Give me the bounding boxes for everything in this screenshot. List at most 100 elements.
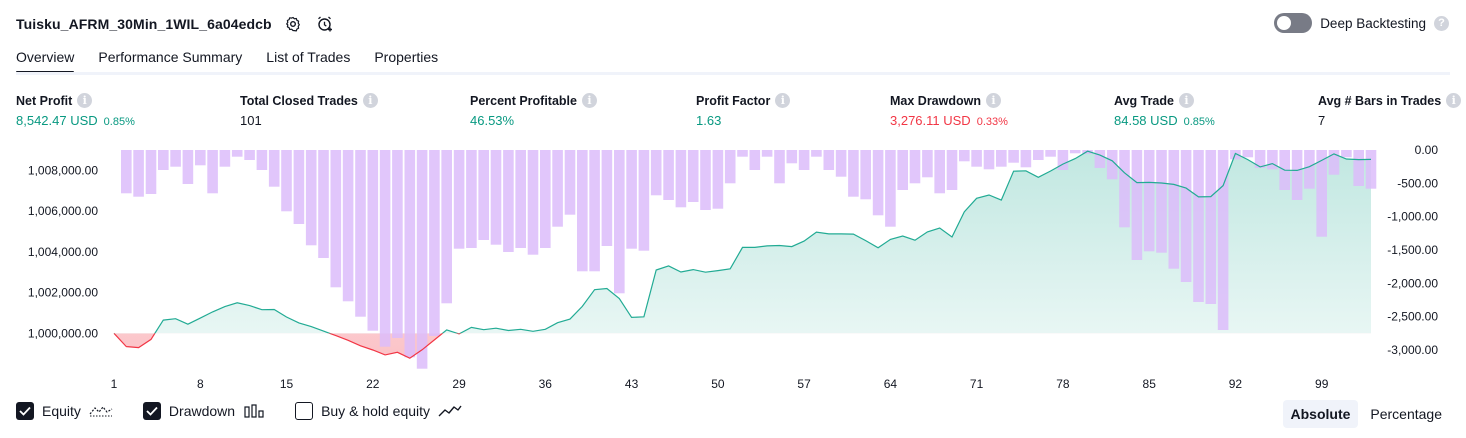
info-icon[interactable]: i (775, 93, 791, 108)
tab-properties[interactable]: Properties (374, 49, 439, 65)
info-icon[interactable]: i (1178, 93, 1194, 108)
deep-backtesting-toggle[interactable] (1274, 13, 1313, 33)
drawdown-bar (996, 150, 1007, 167)
metric-value: 101 (240, 113, 378, 128)
drawdown-bar (355, 150, 366, 317)
metric-value-text: 84.58 USD (1114, 113, 1178, 128)
drawdown-bar (1094, 150, 1106, 168)
drawdown-bar (293, 150, 305, 224)
drawdown-bar (466, 150, 477, 248)
drawdown-bar (318, 150, 329, 258)
drawdown-bar (983, 150, 995, 170)
drawdown-bar (897, 150, 908, 190)
drawdown-bar (1106, 150, 1118, 180)
x-axis-tick: 99 (1315, 377, 1329, 391)
metric-label: Max Drawdown i (890, 93, 1008, 108)
drawdown-bar (786, 150, 798, 164)
equity-negative-area (114, 333, 461, 359)
x-axis-tick: 57 (797, 377, 811, 391)
drawdown-bar (207, 150, 218, 194)
buy-hold-line-icon (438, 403, 462, 419)
info-icon[interactable]: i (1446, 93, 1462, 108)
drawdown-bar (564, 150, 576, 215)
drawdown-bar (1193, 150, 1204, 302)
x-axis-tick: 8 (197, 377, 204, 391)
left-axis-tick: 1,006,000.00 (28, 204, 98, 218)
drawdown-bar (305, 150, 317, 246)
buy-hold-equity-checkbox[interactable] (295, 402, 314, 420)
metric-label-text: Total Closed Trades (240, 93, 358, 108)
legend-label: Drawdown (168, 403, 236, 419)
drawdown-bar (798, 150, 810, 170)
left-axis-tick: 1,000,000.00 (28, 326, 98, 340)
metric-percent: 0.85% (1183, 116, 1215, 128)
drawdown-bar (774, 150, 785, 184)
drawdown-bar (811, 150, 822, 157)
left-axis-tick: 1,004,000.00 (28, 245, 98, 259)
tab-overview[interactable]: Overview (16, 46, 75, 74)
drawdown-bar (1082, 150, 1093, 154)
drawdown-bar (835, 150, 847, 177)
drawdown-bar (712, 150, 724, 209)
equity-line-icon (89, 403, 113, 419)
x-axis-tick: 36 (539, 377, 553, 391)
x-axis-tick: 64 (884, 377, 898, 391)
metric-value-text: 7 (1318, 113, 1326, 128)
drawdown-bar (737, 150, 748, 157)
drawdown-bar (1131, 150, 1143, 260)
drawdown-bar (934, 150, 945, 194)
settings-icon[interactable] (282, 13, 304, 35)
drawdown-bar (256, 150, 268, 170)
drawdown-bar (1008, 150, 1019, 163)
deep-backtesting-label: Deep Backtesting (1320, 15, 1426, 31)
info-icon[interactable]: i (77, 93, 93, 108)
drawdown-checkbox[interactable] (142, 402, 161, 420)
drawdown-bar (1045, 150, 1056, 157)
right-axis-tick: -1,500.00 (1387, 243, 1438, 257)
drawdown-bar (281, 150, 292, 212)
drawdown-bar (268, 150, 280, 187)
legend-item-buy-hold-equity[interactable]: Buy & hold equity (295, 402, 462, 420)
drawdown-bar (1316, 150, 1327, 237)
drawdown-bar (1254, 150, 1266, 168)
drawdown-bar (231, 150, 243, 157)
tab-list-of-trades[interactable]: List of Trades (266, 49, 351, 65)
drawdown-bar (527, 150, 539, 255)
right-axis-tick: -2,500.00 (1387, 310, 1438, 324)
metric-value-text: 101 (240, 113, 262, 128)
view-mode-switch: Absolute Percentage (1282, 400, 1451, 428)
tabs-divider (16, 72, 1450, 75)
metric-value: 7 (1318, 113, 1461, 128)
drawdown-bar (416, 150, 428, 369)
metric-label: Percent Profitable i (470, 93, 597, 108)
equity-checkbox[interactable] (16, 402, 34, 420)
metric-value: 84.58 USD 0.85% (1114, 113, 1215, 128)
drawdown-bar (1020, 150, 1032, 168)
info-icon[interactable]: i (581, 93, 597, 108)
legend-item-drawdown[interactable]: Drawdown (142, 402, 265, 420)
metric-label: Profit Factor i (696, 93, 791, 108)
x-axis-tick: 92 (1229, 377, 1243, 391)
drawdown-bar (404, 150, 416, 358)
drawdown-bar (1328, 150, 1340, 175)
drawdown-bar (1242, 150, 1254, 158)
drawdown-bar (922, 150, 933, 178)
metric-value-text: 8,542.47 USD (16, 113, 98, 128)
drawdown-bar (971, 150, 982, 167)
drawdown-bar (1119, 150, 1130, 228)
absolute-button[interactable]: Absolute (1282, 400, 1359, 428)
tab-performance-summary[interactable]: Performance Summary (98, 49, 243, 65)
add-alert-icon[interactable] (314, 13, 336, 35)
info-icon[interactable]: i (362, 93, 378, 108)
percentage-button[interactable]: Percentage (1370, 406, 1442, 422)
drawdown-bar (946, 150, 958, 190)
metric-label-text: Max Drawdown (890, 93, 981, 108)
info-icon[interactable]: i (986, 93, 1001, 108)
metric-net-profit: Net Profit i 8,542.47 USD 0.85% (16, 93, 135, 128)
drawdown-bar (1267, 150, 1278, 170)
legend-item-equity[interactable]: Equity (16, 402, 113, 420)
x-axis-tick: 1 (111, 377, 118, 391)
help-icon[interactable]: ? (1434, 15, 1449, 31)
drawdown-bar (195, 150, 206, 166)
drawdown-bar (675, 150, 687, 208)
